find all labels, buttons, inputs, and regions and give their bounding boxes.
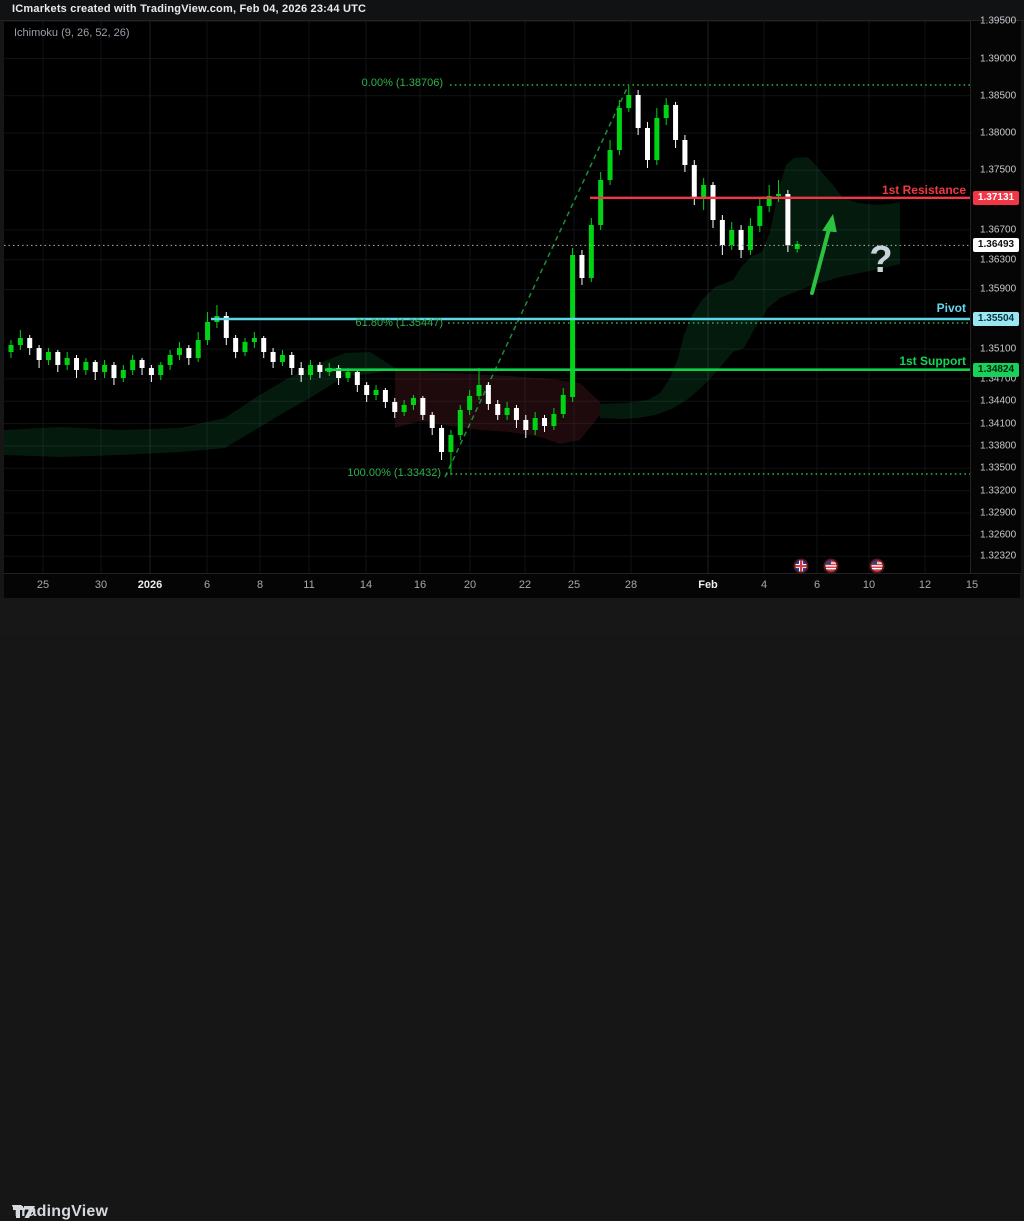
fib-100-label: 100.00% (1.33432) bbox=[347, 467, 441, 479]
attribution-bar: ICmarkets created with TradingView.com, … bbox=[0, 0, 1024, 21]
time-tick: 15 bbox=[965, 579, 979, 591]
chart-pane[interactable] bbox=[4, 21, 970, 573]
chart-canvas[interactable]: ? bbox=[0, 0, 1024, 635]
time-tick: Feb bbox=[698, 579, 718, 591]
time-tick: 25 bbox=[567, 579, 581, 591]
price-tick: 1.32900 bbox=[980, 507, 1017, 519]
time-tick: 4 bbox=[760, 579, 768, 591]
time-tick: 11 bbox=[303, 579, 315, 591]
price-tick: 1.34400 bbox=[980, 395, 1017, 407]
time-tick: 25 bbox=[36, 579, 50, 591]
pivot-price-label: 1.35504 bbox=[973, 312, 1019, 326]
price-tick: 1.33800 bbox=[980, 440, 1017, 452]
kumo-bull-right bbox=[600, 157, 900, 419]
bottom-bar: TradingView bbox=[0, 598, 1024, 1220]
pivot-label: Pivot bbox=[936, 301, 966, 315]
kumo-bull-left bbox=[4, 352, 395, 457]
price-tick: 1.38000 bbox=[980, 127, 1017, 139]
time-tick: 20 bbox=[463, 579, 477, 591]
price-tick: 1.39500 bbox=[980, 15, 1017, 27]
resistance-price-label: 1.37131 bbox=[973, 190, 1019, 205]
time-tick: 2026 bbox=[137, 579, 163, 591]
price-tick: 1.37500 bbox=[980, 164, 1017, 176]
resistance-label: 1st Resistance bbox=[881, 183, 966, 197]
up-arrow-annotation[interactable] bbox=[810, 214, 837, 295]
tradingview-logo-icon bbox=[13, 1206, 35, 1218]
price-tick: 1.39000 bbox=[980, 53, 1017, 65]
fib-0-label: 0.00% (1.38706) bbox=[361, 77, 443, 89]
price-axis[interactable]: 1.39500 1.39000 1.38500 1.38000 1.37500 1.367… bbox=[970, 16, 1021, 573]
time-tick: 16 bbox=[413, 579, 427, 591]
indicator-label[interactable]: Ichimoku (9, 26, 52, 26) bbox=[14, 27, 130, 39]
time-tick: 12 bbox=[918, 579, 932, 591]
candles-series bbox=[8, 85, 800, 476]
time-tick: 22 bbox=[518, 579, 532, 591]
attribution-text: ICmarkets created with TradingView.com, … bbox=[12, 3, 367, 15]
price-tick: 1.34100 bbox=[980, 418, 1017, 430]
question-mark-annotation[interactable]: ? bbox=[869, 239, 892, 281]
price-tick: 1.35100 bbox=[980, 343, 1017, 355]
current-price-label: 1.36493 bbox=[973, 238, 1019, 253]
economic-event-flag-uk-icon[interactable] bbox=[793, 558, 809, 574]
price-tick: 1.32600 bbox=[980, 529, 1017, 541]
price-tick: 1.32320 bbox=[980, 550, 1017, 562]
time-axis[interactable]: 25 30 2026 6 8 11 14 16 20 22 25 28 Feb 4 6 10 12 15 bbox=[4, 573, 1020, 599]
price-tick: 1.35900 bbox=[980, 283, 1017, 295]
price-tick: 1.38500 bbox=[980, 90, 1017, 102]
tradingview-logo[interactable]: TradingView bbox=[12, 1203, 108, 1221]
time-tick: 8 bbox=[256, 579, 264, 591]
support-price-label: 1.34824 bbox=[973, 362, 1019, 377]
time-tick: 6 bbox=[813, 579, 821, 591]
economic-event-flag-us-icon[interactable] bbox=[823, 558, 839, 574]
time-tick: 6 bbox=[203, 579, 211, 591]
price-tick: 1.36700 bbox=[980, 224, 1017, 236]
price-tick: 1.33500 bbox=[980, 462, 1017, 474]
price-tick: 1.34700 bbox=[980, 373, 1017, 385]
price-tick: 1.36300 bbox=[980, 254, 1017, 266]
price-tick: 1.33200 bbox=[980, 485, 1017, 497]
time-tick: 10 bbox=[862, 579, 876, 591]
fib-618-label: 61.80% (1.35447) bbox=[355, 317, 443, 329]
time-tick: 28 bbox=[624, 579, 638, 591]
support-label: 1st Support bbox=[899, 354, 966, 368]
time-tick: 30 bbox=[94, 579, 108, 591]
grid bbox=[4, 20, 973, 573]
time-tick: 14 bbox=[359, 579, 373, 591]
economic-event-flag-us2-icon[interactable] bbox=[869, 558, 885, 574]
